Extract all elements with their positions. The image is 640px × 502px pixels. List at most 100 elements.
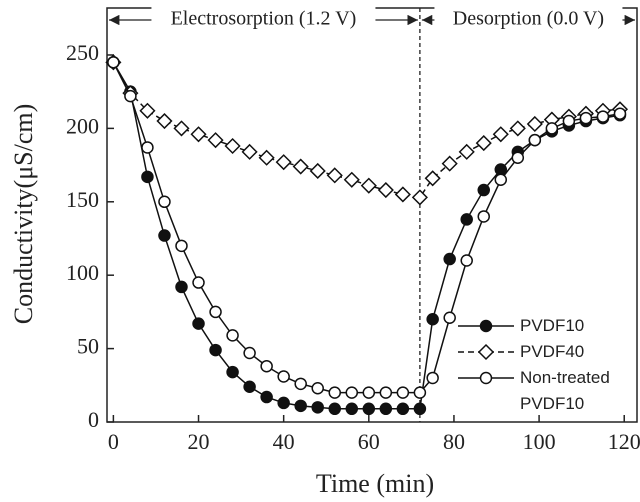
- data-point: [311, 401, 324, 414]
- data-point: [494, 163, 508, 176]
- data-point: [258, 149, 275, 166]
- y-tick-label: 150: [66, 187, 99, 212]
- legend-label: PVDF10: [520, 316, 585, 335]
- data-point: [362, 402, 376, 416]
- legend-marker: [477, 343, 495, 361]
- data-point: [328, 402, 342, 416]
- data-point: [379, 386, 393, 399]
- data-point: [124, 89, 137, 103]
- data-point: [596, 110, 610, 123]
- data-point: [394, 186, 411, 203]
- annotation: Electrosorption (1.2 V): [171, 8, 357, 30]
- data-point: [141, 141, 154, 154]
- data-point: [156, 112, 173, 130]
- data-point: [443, 252, 456, 266]
- data-point: [443, 311, 456, 325]
- y-tick-label: 250: [66, 40, 99, 65]
- data-point: [294, 399, 307, 413]
- data-point: [173, 120, 190, 137]
- data-point: [413, 402, 427, 416]
- data-point: [345, 402, 359, 416]
- data-point: [441, 155, 458, 172]
- legend-marker: [479, 319, 493, 333]
- y-tick-label: 50: [77, 334, 99, 359]
- data-point: [362, 386, 376, 399]
- data-point: [158, 195, 171, 209]
- x-tick-label: 60: [358, 429, 380, 454]
- data-point: [158, 229, 171, 242]
- y-tick-label: 100: [66, 260, 99, 285]
- annotation-bg: [151, 7, 376, 31]
- data-point: [343, 171, 360, 188]
- data-point: [311, 381, 324, 395]
- data-point: [226, 365, 239, 379]
- data-point: [413, 386, 427, 399]
- data-point: [477, 183, 490, 197]
- y-axis-label: Conductivity(μS/cm): [9, 104, 38, 324]
- annotation: Desorption (0.0 V): [453, 8, 604, 30]
- data-point: [511, 151, 525, 164]
- x-axis-label: Time (min): [316, 469, 434, 498]
- data-point: [460, 213, 473, 226]
- data-point: [613, 107, 627, 120]
- x-tick-label: 80: [443, 429, 465, 454]
- data-point: [328, 386, 342, 399]
- data-point: [107, 56, 120, 69]
- data-point: [260, 359, 273, 373]
- data-point: [396, 386, 410, 399]
- data-point: [277, 396, 290, 410]
- annotation-bg: [434, 7, 623, 31]
- data-point: [426, 371, 439, 385]
- data-point: [526, 115, 543, 133]
- data-point: [243, 346, 256, 360]
- data-point: [294, 377, 307, 391]
- data-point: [192, 276, 205, 289]
- series-line: [112, 61, 621, 199]
- data-point: [241, 143, 258, 160]
- data-point: [345, 386, 359, 399]
- legend-label: PVDF40: [520, 342, 585, 361]
- data-point: [411, 189, 428, 206]
- y-tick-label: 0: [88, 407, 99, 432]
- data-point: [190, 126, 207, 143]
- data-point: [360, 177, 377, 194]
- data-point: [192, 317, 205, 330]
- data-point: [562, 114, 576, 128]
- data-point: [292, 158, 309, 175]
- data-point: [209, 305, 222, 319]
- data-point: [477, 210, 490, 223]
- data-point: [528, 133, 542, 147]
- x-tick-label: 100: [523, 429, 556, 454]
- legend-marker: [479, 371, 493, 385]
- data-point: [475, 135, 492, 152]
- data-point: [424, 170, 441, 187]
- data-point: [492, 126, 509, 143]
- data-point: [545, 122, 559, 135]
- data-point: [175, 280, 188, 294]
- data-point: [426, 312, 439, 326]
- data-point: [494, 173, 508, 187]
- data-point: [139, 102, 156, 119]
- x-tick-label: 120: [608, 429, 640, 454]
- y-tick-label: 200: [66, 113, 99, 138]
- data-point: [326, 167, 343, 184]
- data-point: [379, 402, 393, 416]
- data-point: [207, 132, 224, 149]
- data-point: [460, 254, 473, 267]
- data-point: [260, 390, 273, 404]
- x-tick-label: 0: [108, 429, 119, 454]
- x-tick-label: 40: [273, 429, 295, 454]
- data-point: [277, 370, 290, 383]
- data-point: [275, 154, 292, 171]
- data-point: [458, 143, 475, 160]
- x-tick-label: 20: [188, 429, 210, 454]
- data-point: [175, 239, 188, 253]
- data-point: [243, 380, 256, 394]
- data-point: [209, 343, 222, 357]
- data-point: [224, 137, 241, 155]
- data-point: [141, 170, 154, 184]
- data-point: [226, 329, 239, 342]
- data-point: [396, 402, 410, 416]
